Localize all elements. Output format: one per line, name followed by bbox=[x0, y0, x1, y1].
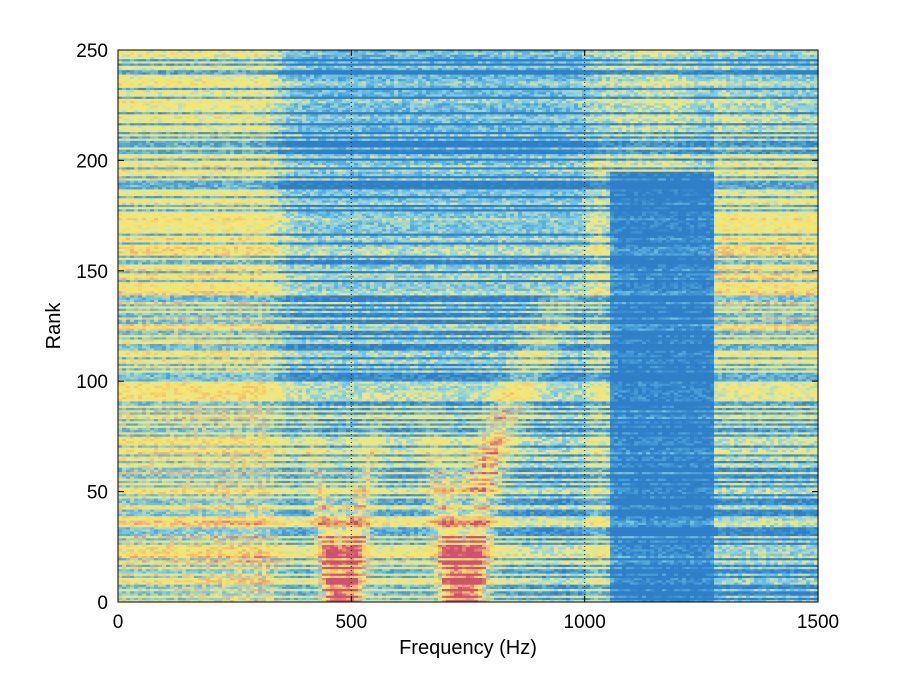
heatmap-plot-area bbox=[118, 50, 819, 602]
y-tick-label: 250 bbox=[76, 41, 108, 62]
x-tick-label: 1500 bbox=[797, 612, 839, 633]
y-tick-label: 100 bbox=[76, 372, 108, 393]
x-tick-label: 0 bbox=[113, 612, 124, 633]
x-axis-label: Frequency (Hz) bbox=[399, 637, 537, 659]
x-tick-label: 500 bbox=[335, 612, 367, 633]
y-tick-label: 200 bbox=[76, 151, 108, 172]
y-axis-label: Rank bbox=[43, 302, 65, 350]
x-tick-label: 1000 bbox=[564, 612, 606, 633]
y-tick-label: 150 bbox=[76, 262, 108, 283]
y-tick-label: 50 bbox=[87, 483, 108, 504]
y-tick-label: 0 bbox=[97, 593, 108, 614]
